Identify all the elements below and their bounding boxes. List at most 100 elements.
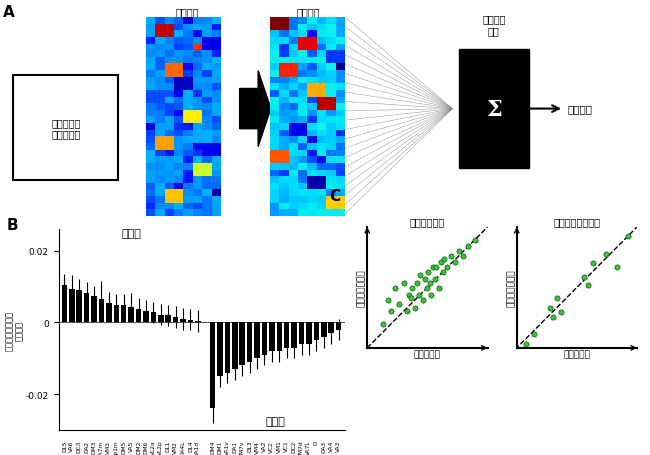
Point xyxy=(552,295,562,302)
Point xyxy=(436,259,446,267)
Point xyxy=(556,308,566,316)
Bar xyxy=(313,323,319,341)
Point xyxy=(430,275,440,283)
Bar xyxy=(121,306,127,323)
X-axis label: 実際の行動: 実際の行動 xyxy=(564,349,590,359)
Point xyxy=(521,340,531,348)
Point xyxy=(469,237,480,244)
FancyBboxPatch shape xyxy=(13,76,118,181)
Text: 糸球体の
匂い応答: 糸球体の 匂い応答 xyxy=(175,7,198,28)
Bar xyxy=(77,291,82,323)
Point xyxy=(582,282,593,289)
Polygon shape xyxy=(240,71,271,147)
Point xyxy=(420,275,430,283)
X-axis label: 実際の行動: 実際の行動 xyxy=(414,349,441,359)
Bar xyxy=(114,305,119,323)
Point xyxy=(421,285,432,292)
Bar xyxy=(210,323,215,409)
Bar xyxy=(225,323,230,373)
Point xyxy=(454,248,464,255)
Point xyxy=(407,285,417,292)
Bar xyxy=(151,313,156,323)
Point xyxy=(386,308,396,315)
Point xyxy=(439,256,449,263)
Point xyxy=(450,259,461,267)
Y-axis label: 各糸球体の貢献度
（重み）: 各糸球体の貢献度 （重み） xyxy=(5,310,24,350)
Point xyxy=(378,320,389,328)
Point xyxy=(437,269,448,276)
Point xyxy=(578,273,589,281)
Text: 匂い嗜好: 匂い嗜好 xyxy=(567,104,592,114)
Point xyxy=(394,301,404,308)
Bar xyxy=(106,303,112,323)
Bar xyxy=(165,316,171,323)
Bar xyxy=(321,323,326,337)
Point xyxy=(404,291,414,298)
Bar xyxy=(254,323,260,359)
Text: A: A xyxy=(3,5,15,20)
Bar xyxy=(276,323,282,351)
Point xyxy=(426,291,437,298)
Bar xyxy=(158,315,164,323)
Point xyxy=(424,280,435,288)
Bar xyxy=(136,309,141,323)
Bar xyxy=(188,320,193,323)
Bar xyxy=(91,297,97,323)
Point xyxy=(601,251,612,258)
Bar xyxy=(269,323,275,351)
Point xyxy=(529,331,539,339)
Bar xyxy=(306,323,312,344)
Point xyxy=(612,264,622,271)
Point xyxy=(442,264,452,271)
Bar xyxy=(328,323,334,334)
Point xyxy=(402,308,413,315)
Point xyxy=(588,260,598,267)
Bar xyxy=(299,323,304,344)
Text: Σ: Σ xyxy=(486,98,502,120)
Bar xyxy=(84,293,90,323)
Point xyxy=(547,313,558,321)
Point xyxy=(406,294,416,302)
Bar xyxy=(262,323,267,355)
Point xyxy=(415,272,425,279)
Point xyxy=(545,304,555,312)
Bar xyxy=(173,318,178,323)
Title: 濃度の異なる匂い: 濃度の異なる匂い xyxy=(553,217,601,227)
Point xyxy=(410,304,421,312)
Text: 忌避性: 忌避性 xyxy=(121,229,141,239)
Bar xyxy=(128,308,134,323)
Point xyxy=(431,264,441,271)
Text: 応答変換: 応答変換 xyxy=(296,7,320,17)
Point xyxy=(445,253,456,260)
Point xyxy=(411,280,422,288)
Bar xyxy=(62,285,67,323)
Point xyxy=(434,285,445,292)
Bar xyxy=(180,319,186,323)
Bar xyxy=(284,323,289,348)
Bar xyxy=(143,311,149,323)
Text: 重み付け
加算: 重み付け 加算 xyxy=(482,14,506,36)
FancyBboxPatch shape xyxy=(459,50,529,168)
Bar xyxy=(99,299,104,323)
Point xyxy=(418,296,428,303)
Y-axis label: モデルの予測値: モデルの予測値 xyxy=(506,269,515,307)
Text: 誘引性: 誘引性 xyxy=(266,416,285,426)
Point xyxy=(383,296,393,303)
Title: 匂いの混合物: 匂いの混合物 xyxy=(410,217,445,227)
Text: C: C xyxy=(329,189,340,204)
Point xyxy=(428,264,438,271)
Y-axis label: モデルの予測値: モデルの予測値 xyxy=(357,269,366,307)
Point xyxy=(389,285,400,292)
Bar xyxy=(291,323,297,348)
Bar xyxy=(247,323,252,362)
Point xyxy=(423,269,434,276)
Bar xyxy=(232,323,238,369)
Bar xyxy=(217,323,223,376)
Point xyxy=(413,291,424,298)
Point xyxy=(458,253,469,260)
Point xyxy=(399,280,410,288)
Text: 匂い嗜好の
解読モデル: 匂い嗜好の 解読モデル xyxy=(51,117,81,139)
Bar xyxy=(69,289,75,323)
Bar xyxy=(239,323,245,366)
Point xyxy=(463,243,473,250)
